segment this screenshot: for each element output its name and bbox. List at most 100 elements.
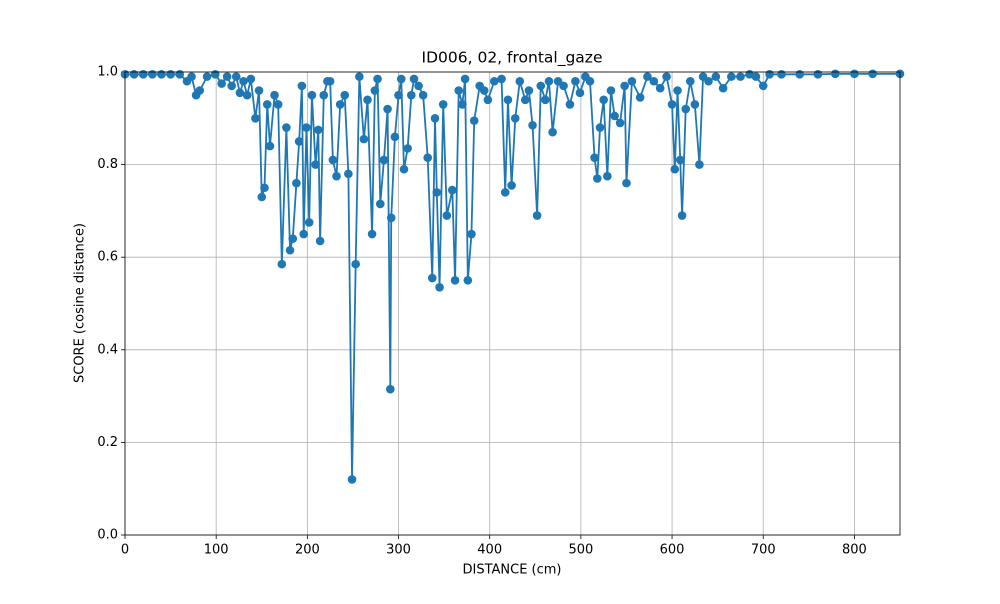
data-point (304, 218, 314, 227)
data-point (469, 116, 479, 125)
data-point (690, 100, 700, 109)
data-point (458, 100, 467, 109)
data-point (394, 90, 403, 100)
data-point (571, 76, 580, 86)
data-point (667, 100, 677, 109)
data-point (620, 81, 629, 91)
data-point (559, 81, 568, 91)
data-point (294, 137, 304, 146)
data-point (536, 81, 546, 91)
data-point (736, 72, 745, 81)
data-point (681, 104, 691, 114)
data-point (260, 183, 269, 193)
data-point (507, 181, 516, 190)
data-point (299, 229, 309, 239)
x-axis-label: DISTANCE (cm) (462, 563, 561, 578)
data-point (311, 160, 320, 169)
data-point (239, 76, 248, 86)
data-point (489, 76, 499, 86)
data-point (497, 74, 506, 84)
data-point (450, 276, 460, 285)
data-point (454, 86, 464, 95)
y-tick-label: 0.0 (97, 528, 118, 543)
x-tick-label: 500 (568, 543, 593, 558)
data-point (463, 276, 473, 285)
data-point (850, 69, 859, 79)
data-point (635, 93, 645, 102)
data-point (370, 86, 380, 95)
data-point (313, 125, 323, 135)
data-point (532, 211, 542, 220)
y-axis-label: SCORE (cosine distance) (73, 223, 88, 383)
data-point (246, 74, 256, 84)
data-point (718, 83, 728, 93)
data-point (590, 153, 599, 162)
y-tick-label: 1.0 (97, 65, 118, 80)
data-point (297, 81, 307, 91)
data-point (622, 178, 631, 188)
data-point (677, 211, 687, 220)
data-point (483, 95, 493, 105)
chart-title: ID006, 02, frontal_gaze (422, 49, 603, 68)
data-point (655, 83, 665, 93)
data-point (359, 134, 369, 144)
data-point (363, 95, 372, 105)
x-tick-label: 400 (477, 543, 502, 558)
data-point (335, 100, 345, 109)
plot-frame (124, 71, 901, 536)
data-point (367, 229, 377, 239)
data-point (231, 72, 241, 81)
data-point (254, 86, 264, 95)
data-point (606, 86, 616, 95)
data-point (423, 153, 433, 162)
data-point (157, 70, 166, 79)
series-line (125, 72, 900, 481)
data-point (166, 70, 175, 79)
data-point (520, 95, 530, 105)
data-point (340, 90, 350, 100)
data-point (288, 234, 298, 243)
data-point (138, 70, 148, 79)
x-tick-label: 200 (295, 543, 320, 558)
data-point (670, 164, 680, 174)
data-point (273, 100, 283, 109)
data-point (418, 90, 428, 100)
data-point (414, 81, 423, 91)
data-point (751, 72, 761, 81)
data-point (575, 88, 585, 98)
data-point (777, 70, 786, 79)
data-point (285, 245, 295, 255)
data-point (373, 74, 382, 84)
data-point (251, 114, 260, 123)
data-point (307, 90, 317, 100)
data-point (210, 70, 220, 79)
data-point (257, 192, 267, 202)
x-tick-label: 800 (842, 543, 867, 558)
data-point (592, 174, 602, 183)
data-point (460, 74, 470, 84)
data-point (265, 141, 275, 151)
x-tick-label: 700 (751, 543, 776, 558)
data-point (302, 123, 311, 132)
data-point (195, 86, 205, 95)
data-point (202, 72, 212, 81)
data-point (868, 69, 877, 79)
data-point (627, 76, 637, 86)
x-tick-label: 600 (660, 543, 685, 558)
data-point (662, 72, 671, 81)
data-point (675, 155, 685, 165)
data-point (442, 211, 452, 220)
data-point (524, 86, 534, 95)
y-tick-label: 0.4 (97, 342, 118, 357)
data-point (399, 164, 409, 174)
data-point (765, 70, 774, 79)
data-point (148, 70, 157, 79)
data-point (479, 86, 489, 95)
data-point (227, 81, 236, 91)
data-point (541, 95, 550, 105)
data-point (270, 90, 279, 100)
data-point (277, 259, 287, 269)
data-point (711, 72, 721, 81)
data-point (390, 132, 400, 142)
